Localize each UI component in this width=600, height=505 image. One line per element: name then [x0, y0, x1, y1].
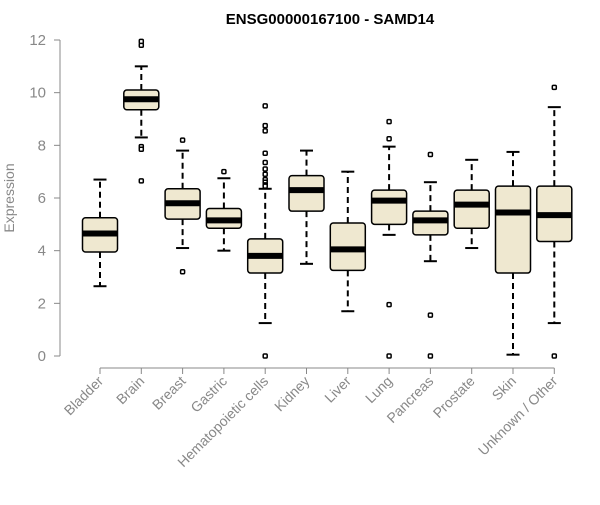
- outlier-point: [386, 118, 392, 125]
- outlier-point: [221, 168, 227, 175]
- outlier-point: [138, 146, 145, 153]
- box-hematopoietic-cells: [246, 103, 284, 359]
- y-tick-label: 6: [38, 190, 46, 207]
- y-axis: 0 2 4 6 8 10 12: [29, 32, 61, 365]
- outlier-point: [262, 128, 268, 134]
- box-lung: [370, 118, 408, 359]
- y-tick-label: 4: [38, 243, 46, 260]
- outlier-point: [262, 150, 268, 156]
- chart-title: ENSG00000167100 - SAMD14: [226, 11, 435, 28]
- outlier-point: [427, 312, 434, 318]
- box-iqr: [453, 189, 490, 230]
- outlier-point: [262, 171, 268, 178]
- box-liver: [329, 170, 367, 313]
- box-iqr: [494, 185, 532, 274]
- box-skin: [494, 150, 532, 356]
- box-kidney: [288, 149, 325, 265]
- box-unknown-other: [536, 84, 573, 359]
- outlier-point: [138, 38, 145, 45]
- box-bladder: [81, 178, 119, 288]
- outlier-point: [179, 268, 186, 275]
- outlier-point: [138, 178, 145, 184]
- outlier-point: [551, 353, 558, 359]
- x-tick-label: Kidney: [271, 373, 313, 415]
- outlier-point: [262, 183, 268, 189]
- box-iqr: [288, 174, 325, 212]
- x-tick-label: Skin: [489, 373, 520, 404]
- x-tick-label: Bladder: [61, 373, 107, 419]
- y-tick-label: 2: [38, 295, 46, 312]
- box-pancreas: [412, 151, 449, 359]
- outlier-point: [427, 151, 434, 158]
- outlier-point: [551, 84, 558, 91]
- y-tick-label: 10: [29, 85, 46, 102]
- outlier-point: [262, 103, 268, 109]
- outlier-point: [262, 159, 268, 166]
- box-gastric: [205, 168, 243, 252]
- y-tick-label: 12: [29, 32, 46, 49]
- x-tick-label: Prostate: [430, 373, 478, 421]
- outlier-point: [386, 353, 392, 359]
- box-breast: [164, 137, 201, 275]
- y-axis-label: Expression: [1, 163, 17, 232]
- outlier-point: [386, 301, 392, 308]
- outlier-point: [386, 136, 392, 142]
- outlier-point: [262, 353, 268, 359]
- box-group: [81, 38, 573, 359]
- x-tick-label: Lung: [362, 373, 395, 406]
- x-tick-label: Breast: [149, 373, 189, 413]
- outlier-point: [262, 122, 268, 129]
- box-brain: [123, 38, 160, 184]
- outlier-point: [427, 353, 434, 359]
- x-tick-label: Liver: [321, 373, 354, 406]
- box-prostate: [453, 158, 490, 250]
- box-iqr: [370, 189, 408, 226]
- outlier-point: [179, 137, 186, 143]
- y-tick-label: 0: [38, 348, 46, 365]
- x-tick-label: Brain: [113, 373, 147, 407]
- outlier-point: [262, 166, 268, 172]
- y-tick-label: 8: [38, 137, 46, 154]
